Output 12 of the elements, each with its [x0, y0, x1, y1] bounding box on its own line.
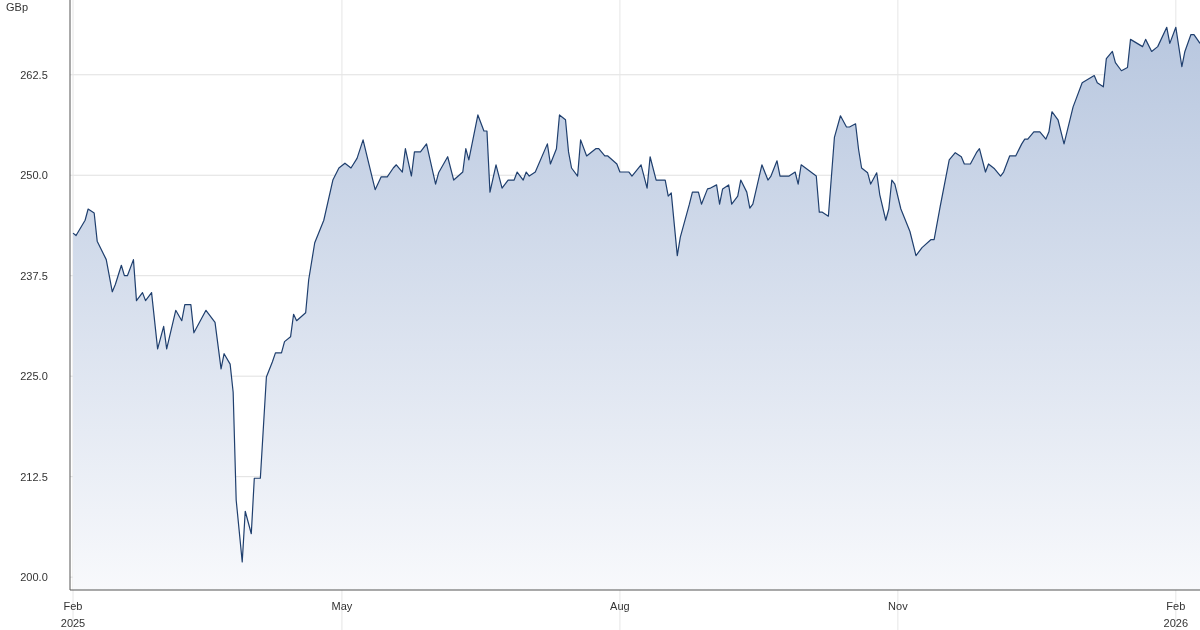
y-tick-label: 200.0 — [20, 570, 48, 583]
x-tick-label: Aug — [610, 600, 630, 612]
y-axis-title: GBp — [6, 1, 29, 13]
x-tick-label: Nov — [888, 600, 909, 612]
x-tick-label: Feb 2026 — [1163, 600, 1189, 629]
y-tick-label: 237.5 — [20, 269, 48, 282]
y-tick-label: 225.0 — [20, 370, 48, 383]
y-tick-label: 212.5 — [20, 470, 48, 483]
x-tick-label: Feb 2025 — [60, 600, 86, 629]
x-tick-label: May — [331, 600, 353, 612]
y-tick-label: 262.5 — [20, 68, 48, 81]
y-tick-label: 250.0 — [20, 169, 48, 182]
